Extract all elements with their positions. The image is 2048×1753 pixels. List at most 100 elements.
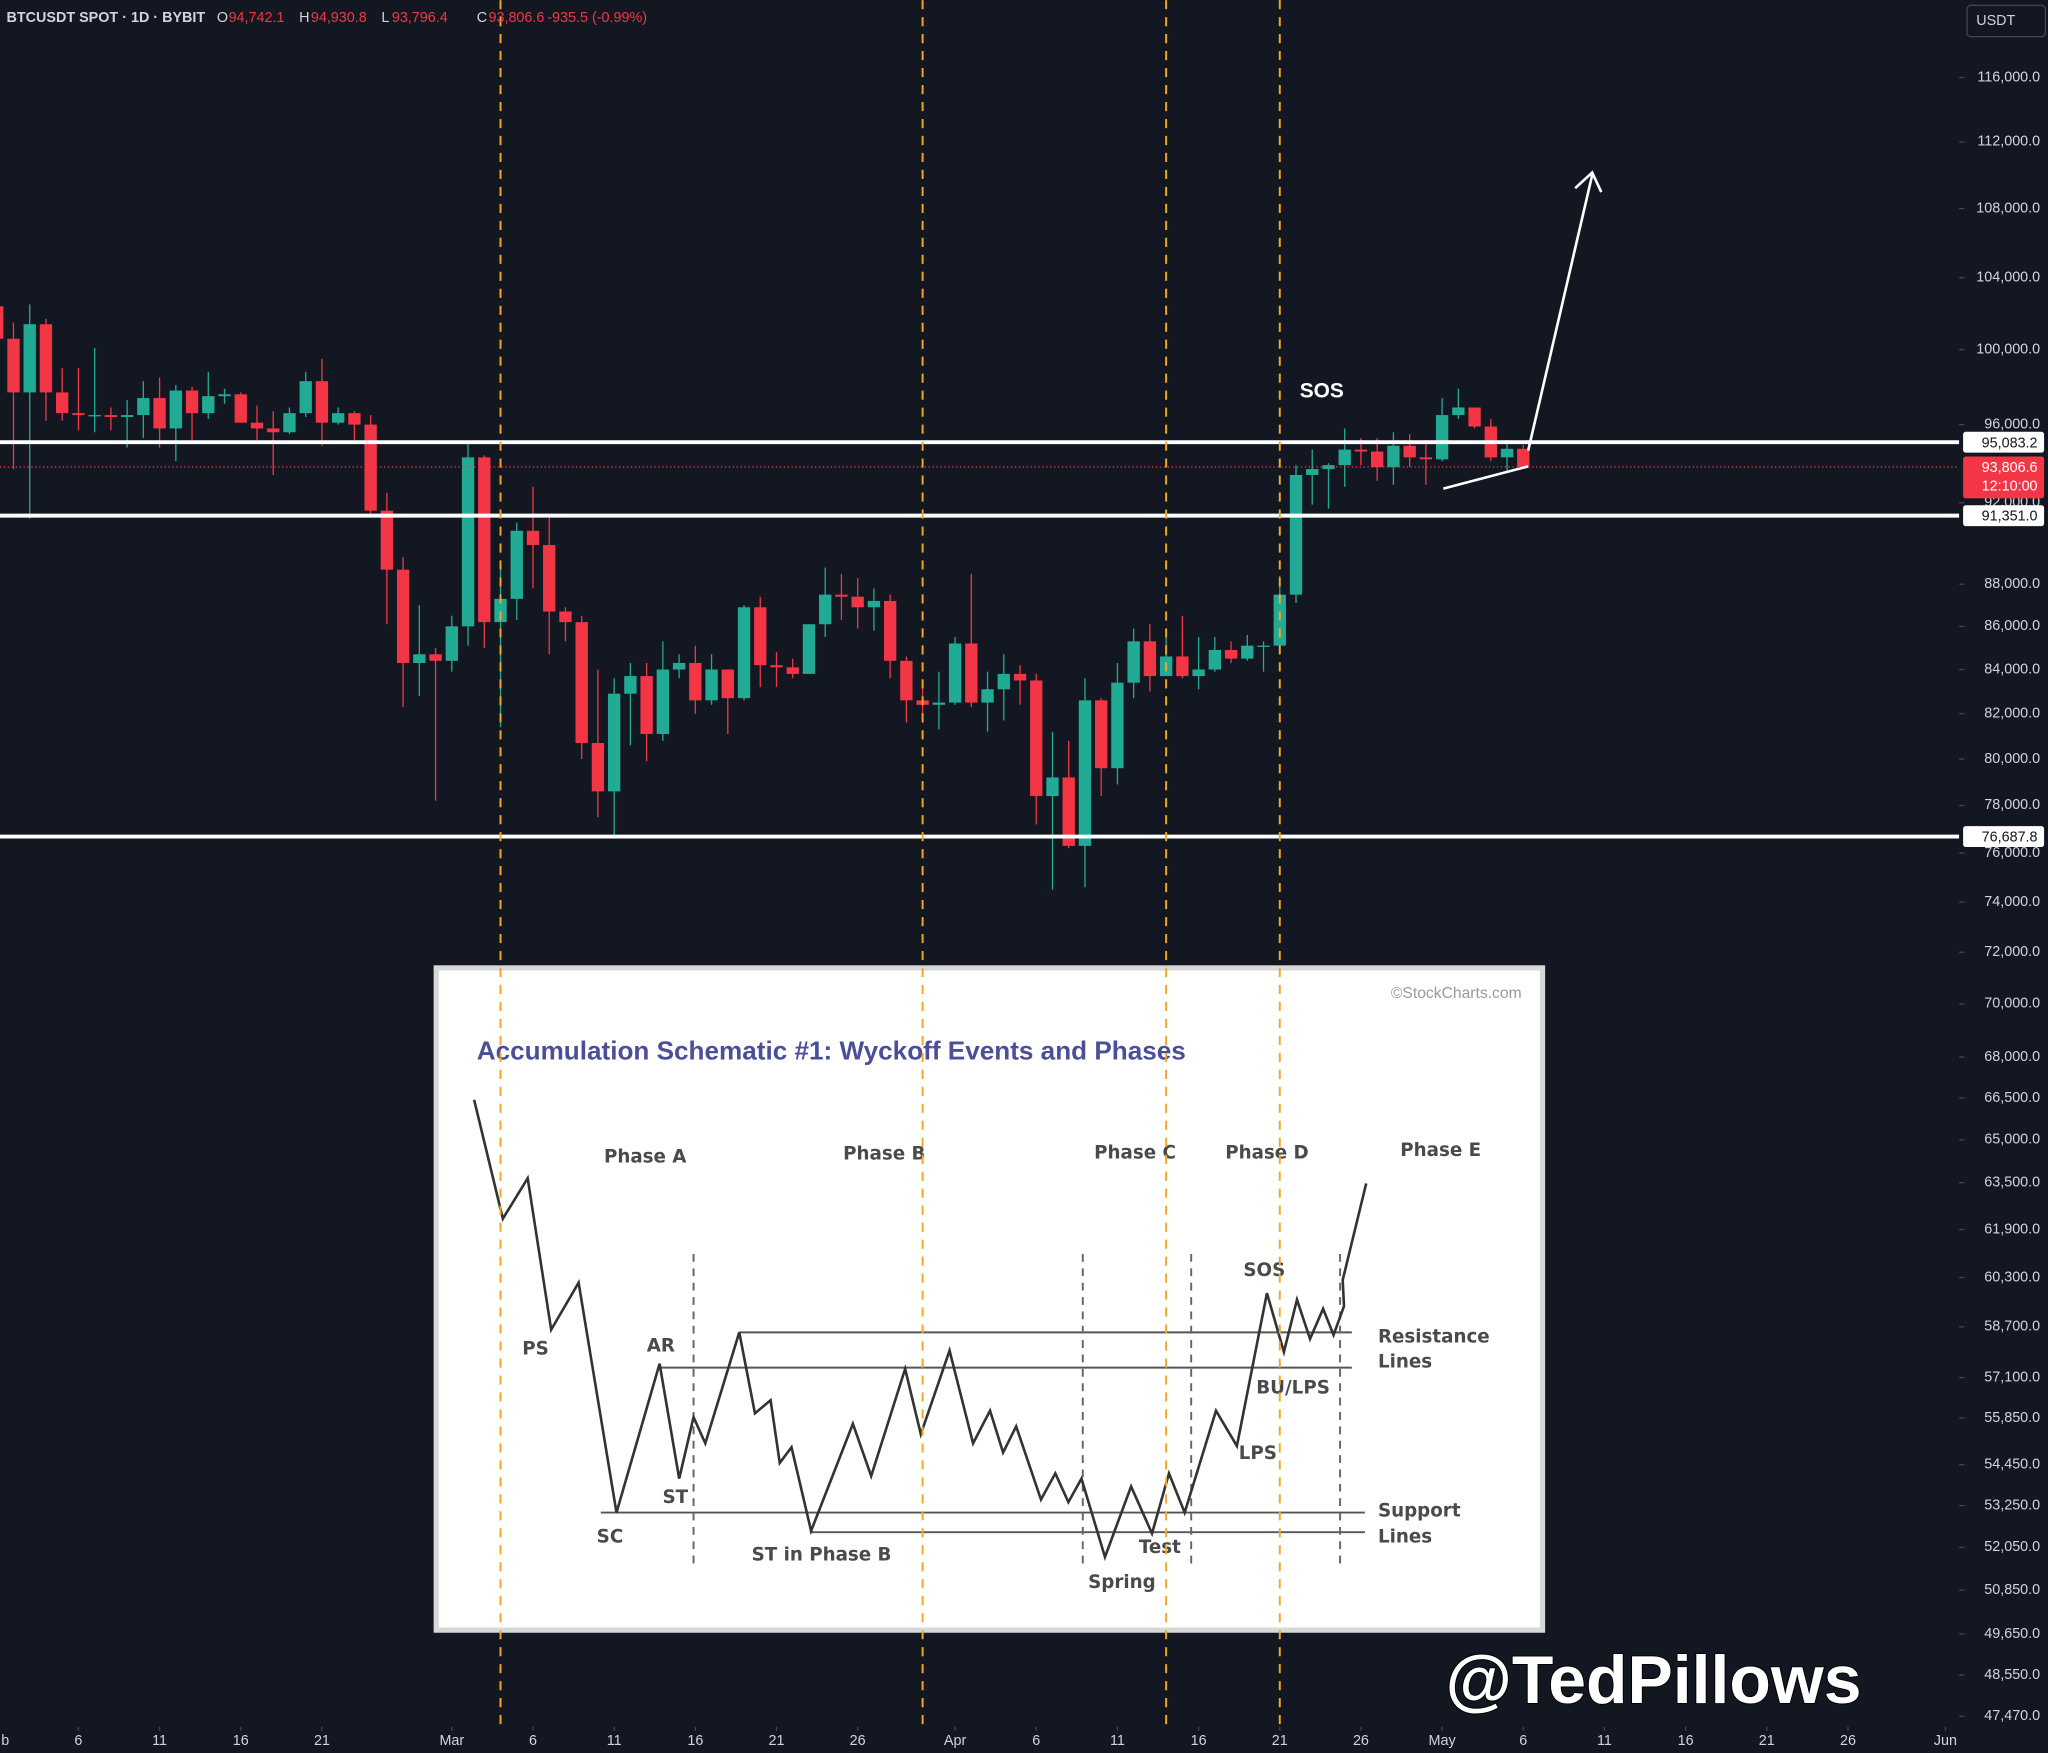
event-label: BU/LPS <box>1256 1377 1330 1398</box>
candle-body <box>250 422 264 429</box>
candle-body <box>1062 777 1075 846</box>
currency-button[interactable]: USDT <box>1966 4 2047 38</box>
x-tick-label: 16 <box>233 1733 249 1749</box>
candle-body <box>1030 680 1043 797</box>
candle-body <box>1419 457 1433 460</box>
candle-body <box>526 530 540 546</box>
price-line-layer <box>0 440 1960 839</box>
candle-body <box>1387 445 1400 468</box>
x-tick-label: 21 <box>769 1733 785 1749</box>
candle-body <box>0 306 4 339</box>
y-tick-label: 84,000.0 <box>1984 661 2040 677</box>
y-tick-label: 63,500.0 <box>1984 1174 2040 1190</box>
candle-body <box>169 390 182 429</box>
candle-body <box>1500 448 1514 458</box>
candle-body <box>331 413 345 423</box>
candle-body <box>380 510 394 570</box>
y-tick-label: 96,000.0 <box>1984 416 2040 432</box>
candle-body <box>819 594 832 625</box>
candle-body <box>1257 645 1270 647</box>
symbol-title: BTCUSDT SPOT · 1D · BYBIT <box>7 10 206 26</box>
currency-label[interactable]: USDT <box>1976 13 2015 29</box>
candle-body <box>153 398 166 429</box>
x-tick-label: Apr <box>944 1733 967 1749</box>
candle-body <box>104 415 118 417</box>
x-tick-label: Mar <box>439 1733 464 1749</box>
x-tick-label: 26 <box>850 1733 866 1749</box>
candle-body <box>348 413 361 425</box>
candle-body <box>478 457 491 623</box>
candle-body <box>88 415 101 417</box>
y-tick-label: 66,500.0 <box>1984 1090 2040 1106</box>
price-line-label: 76,687.8 <box>1982 830 2038 846</box>
last-price-tag <box>1963 456 2045 499</box>
candle-body <box>202 396 215 414</box>
candle-body <box>672 662 686 670</box>
x-tick-label: 11 <box>1597 1733 1612 1749</box>
candle-body <box>510 530 523 599</box>
x-tick-label: 6 <box>74 1733 82 1749</box>
candle-body <box>267 428 280 433</box>
candle-body <box>39 324 53 393</box>
x-tick-label: 11 <box>152 1733 167 1749</box>
y-tick-label: 74,000.0 <box>1984 894 2040 910</box>
candle-body <box>1371 451 1384 468</box>
x-tick-label: 21 <box>1272 1733 1288 1749</box>
candle-body <box>900 660 913 701</box>
candle-layer <box>0 304 1530 890</box>
price-line-label: 91,351.0 <box>1982 509 2038 525</box>
candle-body <box>705 669 718 701</box>
candle-body <box>1143 641 1157 677</box>
candle-body <box>835 594 848 597</box>
candle-body <box>1046 777 1059 797</box>
y-tick-label: 68,000.0 <box>1984 1049 2040 1065</box>
candle-body <box>721 669 734 699</box>
candle-body <box>802 624 816 674</box>
candle-body <box>137 398 150 416</box>
ohlc-key: O <box>217 10 228 26</box>
candle-body <box>1354 449 1368 452</box>
candle-body <box>1435 415 1449 460</box>
candle-body <box>543 545 556 612</box>
candle-body <box>770 665 783 668</box>
event-label: LPS <box>1239 1443 1277 1464</box>
y-tick-label: 104,000.0 <box>1976 270 2040 286</box>
y-tick-label: 48,550.0 <box>1984 1667 2040 1683</box>
candle-body <box>1127 641 1140 683</box>
y-tick-label: 60,300.0 <box>1984 1269 2040 1285</box>
x-tick-label: 6 <box>1519 1733 1527 1749</box>
candle-body <box>72 413 85 416</box>
candle-body <box>1452 407 1465 416</box>
y-tick-label: 50,850.0 <box>1984 1582 2040 1598</box>
x-tick-label: 21 <box>1759 1733 1775 1749</box>
candle-body <box>494 598 507 623</box>
ohlc-key: L <box>381 10 389 26</box>
y-tick-label: 82,000.0 <box>1984 706 2040 722</box>
ohlc-change: -935.5 (-0.99%) <box>547 10 647 26</box>
candle-body <box>1517 448 1530 467</box>
phase-label: Phase D <box>1225 1142 1309 1163</box>
event-label: ST <box>662 1487 688 1508</box>
price-line-tag <box>1963 826 2045 848</box>
last-price-label: 93,806.6 <box>1982 460 2038 476</box>
y-tick-label: 76,000.0 <box>1984 845 2040 861</box>
x-tick-label: May <box>1429 1733 1457 1749</box>
price-line-tag <box>1963 505 2045 527</box>
y-tick-label: 58,700.0 <box>1984 1319 2040 1335</box>
candle-body <box>445 626 458 661</box>
x-tick-label: 16 <box>687 1733 703 1749</box>
candle-body <box>56 392 69 414</box>
y-tick-label: 53,250.0 <box>1984 1497 2040 1513</box>
candle-body <box>1111 682 1124 769</box>
candle-body <box>1208 649 1221 670</box>
candle-body <box>754 607 767 666</box>
phase-label: Phase E <box>1400 1140 1481 1161</box>
candle-body <box>883 600 897 661</box>
ohlc-value: 93,806.6 <box>488 10 544 26</box>
candle-body <box>624 676 637 694</box>
candle-body <box>1289 474 1303 595</box>
candle-body <box>997 673 1010 690</box>
x-tick-label: 26 <box>1840 1733 1856 1749</box>
y-tick-label: 70,000.0 <box>1984 996 2040 1012</box>
